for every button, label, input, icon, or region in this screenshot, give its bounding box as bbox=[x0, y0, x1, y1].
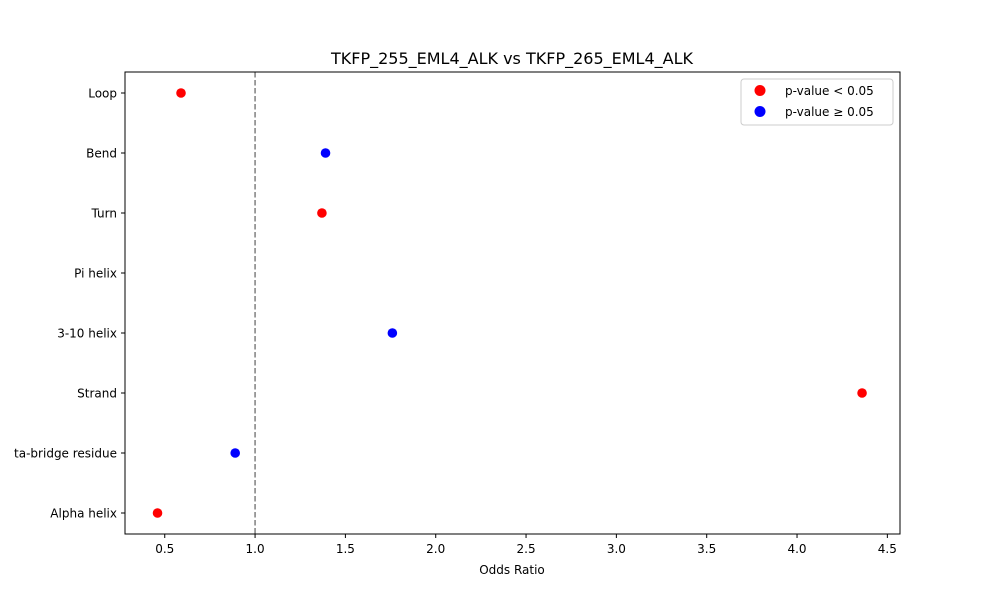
y-tick-label: Pi helix bbox=[74, 267, 117, 281]
y-axis-ticks: Loop Bend Turn Pi helix 3-10 helix Strand ta-b… bbox=[14, 87, 125, 521]
y-tick-label: Loop bbox=[88, 87, 117, 101]
legend-marker-not-significant bbox=[754, 106, 766, 117]
legend-label-significant: p-value < 0.05 bbox=[785, 84, 874, 98]
x-tick-label: 2.0 bbox=[426, 542, 445, 556]
plot-area bbox=[152, 72, 867, 534]
y-tick-label: Alpha helix bbox=[50, 507, 117, 521]
data-point bbox=[176, 88, 186, 98]
x-axis-label: Odds Ratio bbox=[479, 563, 545, 577]
y-tick-label: Bend bbox=[86, 147, 117, 161]
legend-marker-significant bbox=[754, 85, 766, 96]
x-tick-label: 4.5 bbox=[878, 542, 897, 556]
legend-label-not-significant: p-value ≥ 0.05 bbox=[785, 105, 874, 119]
x-tick-label: 3.0 bbox=[607, 542, 626, 556]
y-tick-label: ta-bridge residue bbox=[14, 447, 117, 461]
legend: p-value < 0.05 p-value ≥ 0.05 bbox=[740, 78, 894, 126]
y-tick-label: Strand bbox=[77, 387, 117, 401]
x-tick-label: 3.5 bbox=[697, 542, 716, 556]
data-point bbox=[387, 328, 398, 338]
data-point bbox=[317, 208, 327, 218]
x-tick-label: 1.5 bbox=[336, 542, 355, 556]
x-axis-ticks: 0.5 1.0 1.5 2.0 2.5 3.0 3.5 4.0 4.5 bbox=[155, 534, 897, 556]
y-tick-label: Turn bbox=[91, 207, 117, 221]
axes-frame bbox=[124, 71, 901, 535]
chart-title: TKFP_255_EML4_ALK vs TKFP_265_EML4_ALK bbox=[330, 49, 694, 69]
data-point bbox=[230, 448, 240, 458]
x-tick-label: 4.0 bbox=[787, 542, 806, 556]
data-point bbox=[152, 508, 163, 518]
legend-box bbox=[740, 78, 894, 126]
data-point bbox=[320, 148, 331, 158]
y-tick-label: 3-10 helix bbox=[57, 327, 117, 341]
x-tick-label: 2.5 bbox=[517, 542, 536, 556]
data-point bbox=[857, 388, 867, 398]
x-tick-label: 1.0 bbox=[246, 542, 265, 556]
x-tick-label: 0.5 bbox=[155, 542, 174, 556]
